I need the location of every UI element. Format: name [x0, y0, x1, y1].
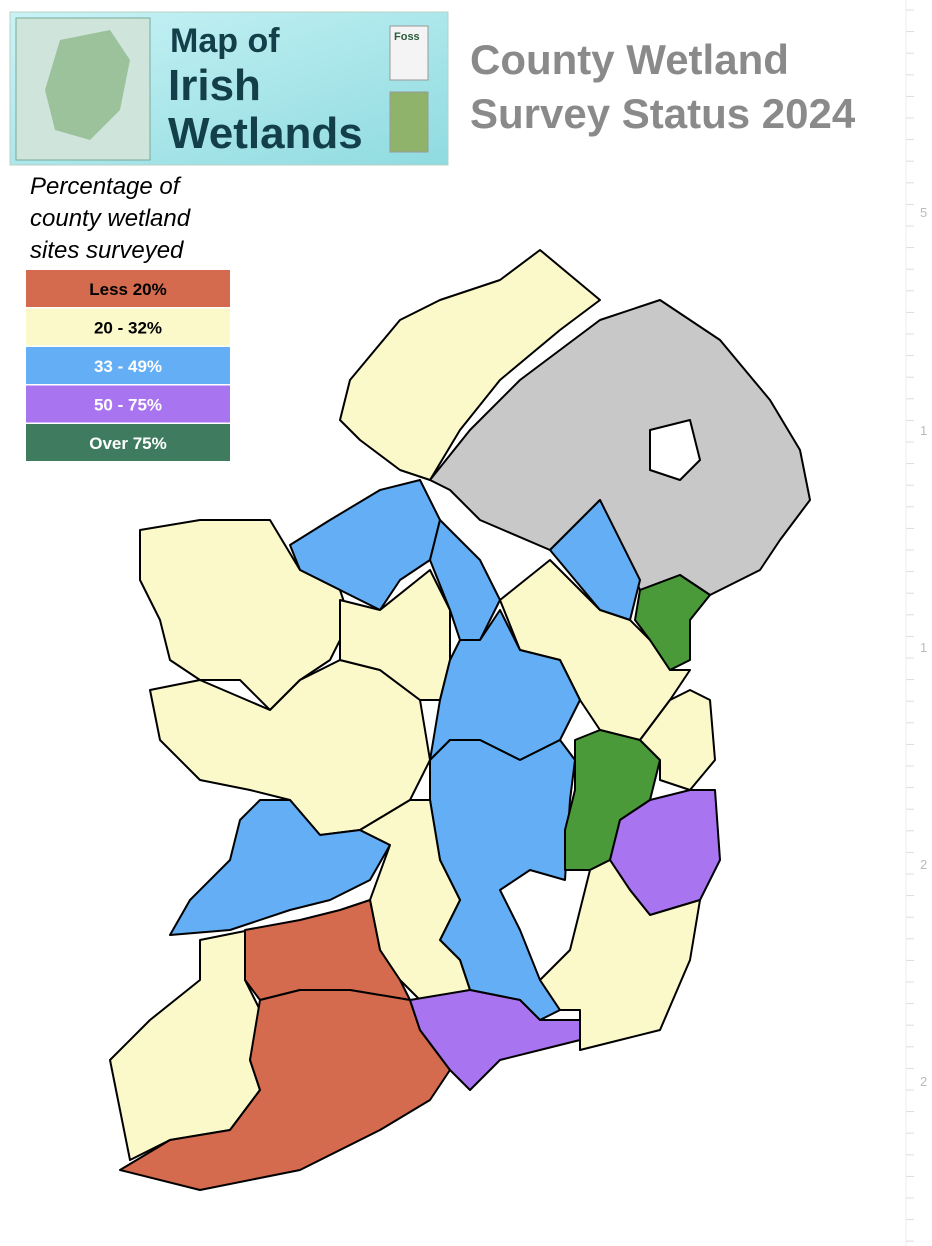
county: [639, 689, 716, 791]
county: [539, 859, 701, 1051]
title: County Wetland: [470, 36, 789, 83]
ruler-label: 2: [920, 1074, 927, 1089]
logo-island: [45, 30, 130, 140]
legend-swatch: [26, 424, 230, 461]
logo: Foss Map of Irish Wetlands: [9, 11, 449, 166]
partner-logo-text: Foss: [394, 31, 420, 43]
county: [549, 499, 641, 621]
legend-swatch: [26, 385, 230, 423]
logo-title: Irish: [168, 61, 261, 110]
legend-swatch: [26, 270, 230, 307]
ruler: 5 1 1 2 2: [905, 0, 927, 1246]
logo-title: Wetlands: [168, 109, 363, 158]
map: [109, 249, 811, 1191]
ruler-label: 1: [920, 423, 927, 438]
legend-label: Over 75%: [89, 434, 167, 453]
legend-label: 20 - 32%: [94, 319, 162, 338]
title: Survey Status 2024: [470, 90, 856, 137]
ruler-label: 2: [920, 857, 927, 872]
county: [119, 989, 451, 1191]
legend-label: Less 20%: [89, 280, 167, 299]
legend-swatch: [26, 308, 230, 346]
county: [339, 249, 601, 481]
county: [409, 989, 581, 1091]
county: [169, 799, 391, 936]
legend-label: 50 - 75%: [94, 396, 162, 415]
partner-logo: [389, 25, 429, 81]
ruler-label: 5: [920, 205, 927, 220]
legend-title: Percentage of: [30, 173, 182, 200]
lough: [649, 419, 701, 481]
county: [244, 899, 411, 1001]
county: [149, 659, 431, 836]
legend-title: sites surveyed: [30, 237, 184, 264]
ruler-label: 1: [920, 640, 927, 655]
county: [429, 519, 501, 641]
legend-label: 33 - 49%: [94, 357, 162, 376]
legend: Less 20% 20 - 32% 33 - 49% 50 - 75% Over 75%: [26, 270, 230, 461]
legend-title: county wetland: [30, 205, 191, 232]
partner-logo-2: [389, 91, 429, 153]
county: [634, 574, 711, 671]
legend-swatch: [26, 347, 230, 384]
logo-title: Map of: [170, 22, 280, 60]
